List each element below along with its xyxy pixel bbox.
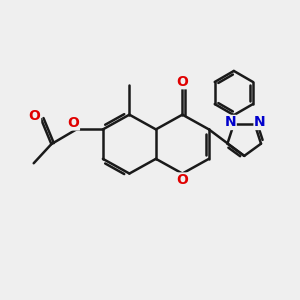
Text: O: O [68,116,80,130]
Text: N: N [224,116,236,130]
Text: O: O [176,173,188,187]
Text: N: N [254,116,266,130]
Text: O: O [176,75,188,89]
Text: O: O [28,109,40,122]
